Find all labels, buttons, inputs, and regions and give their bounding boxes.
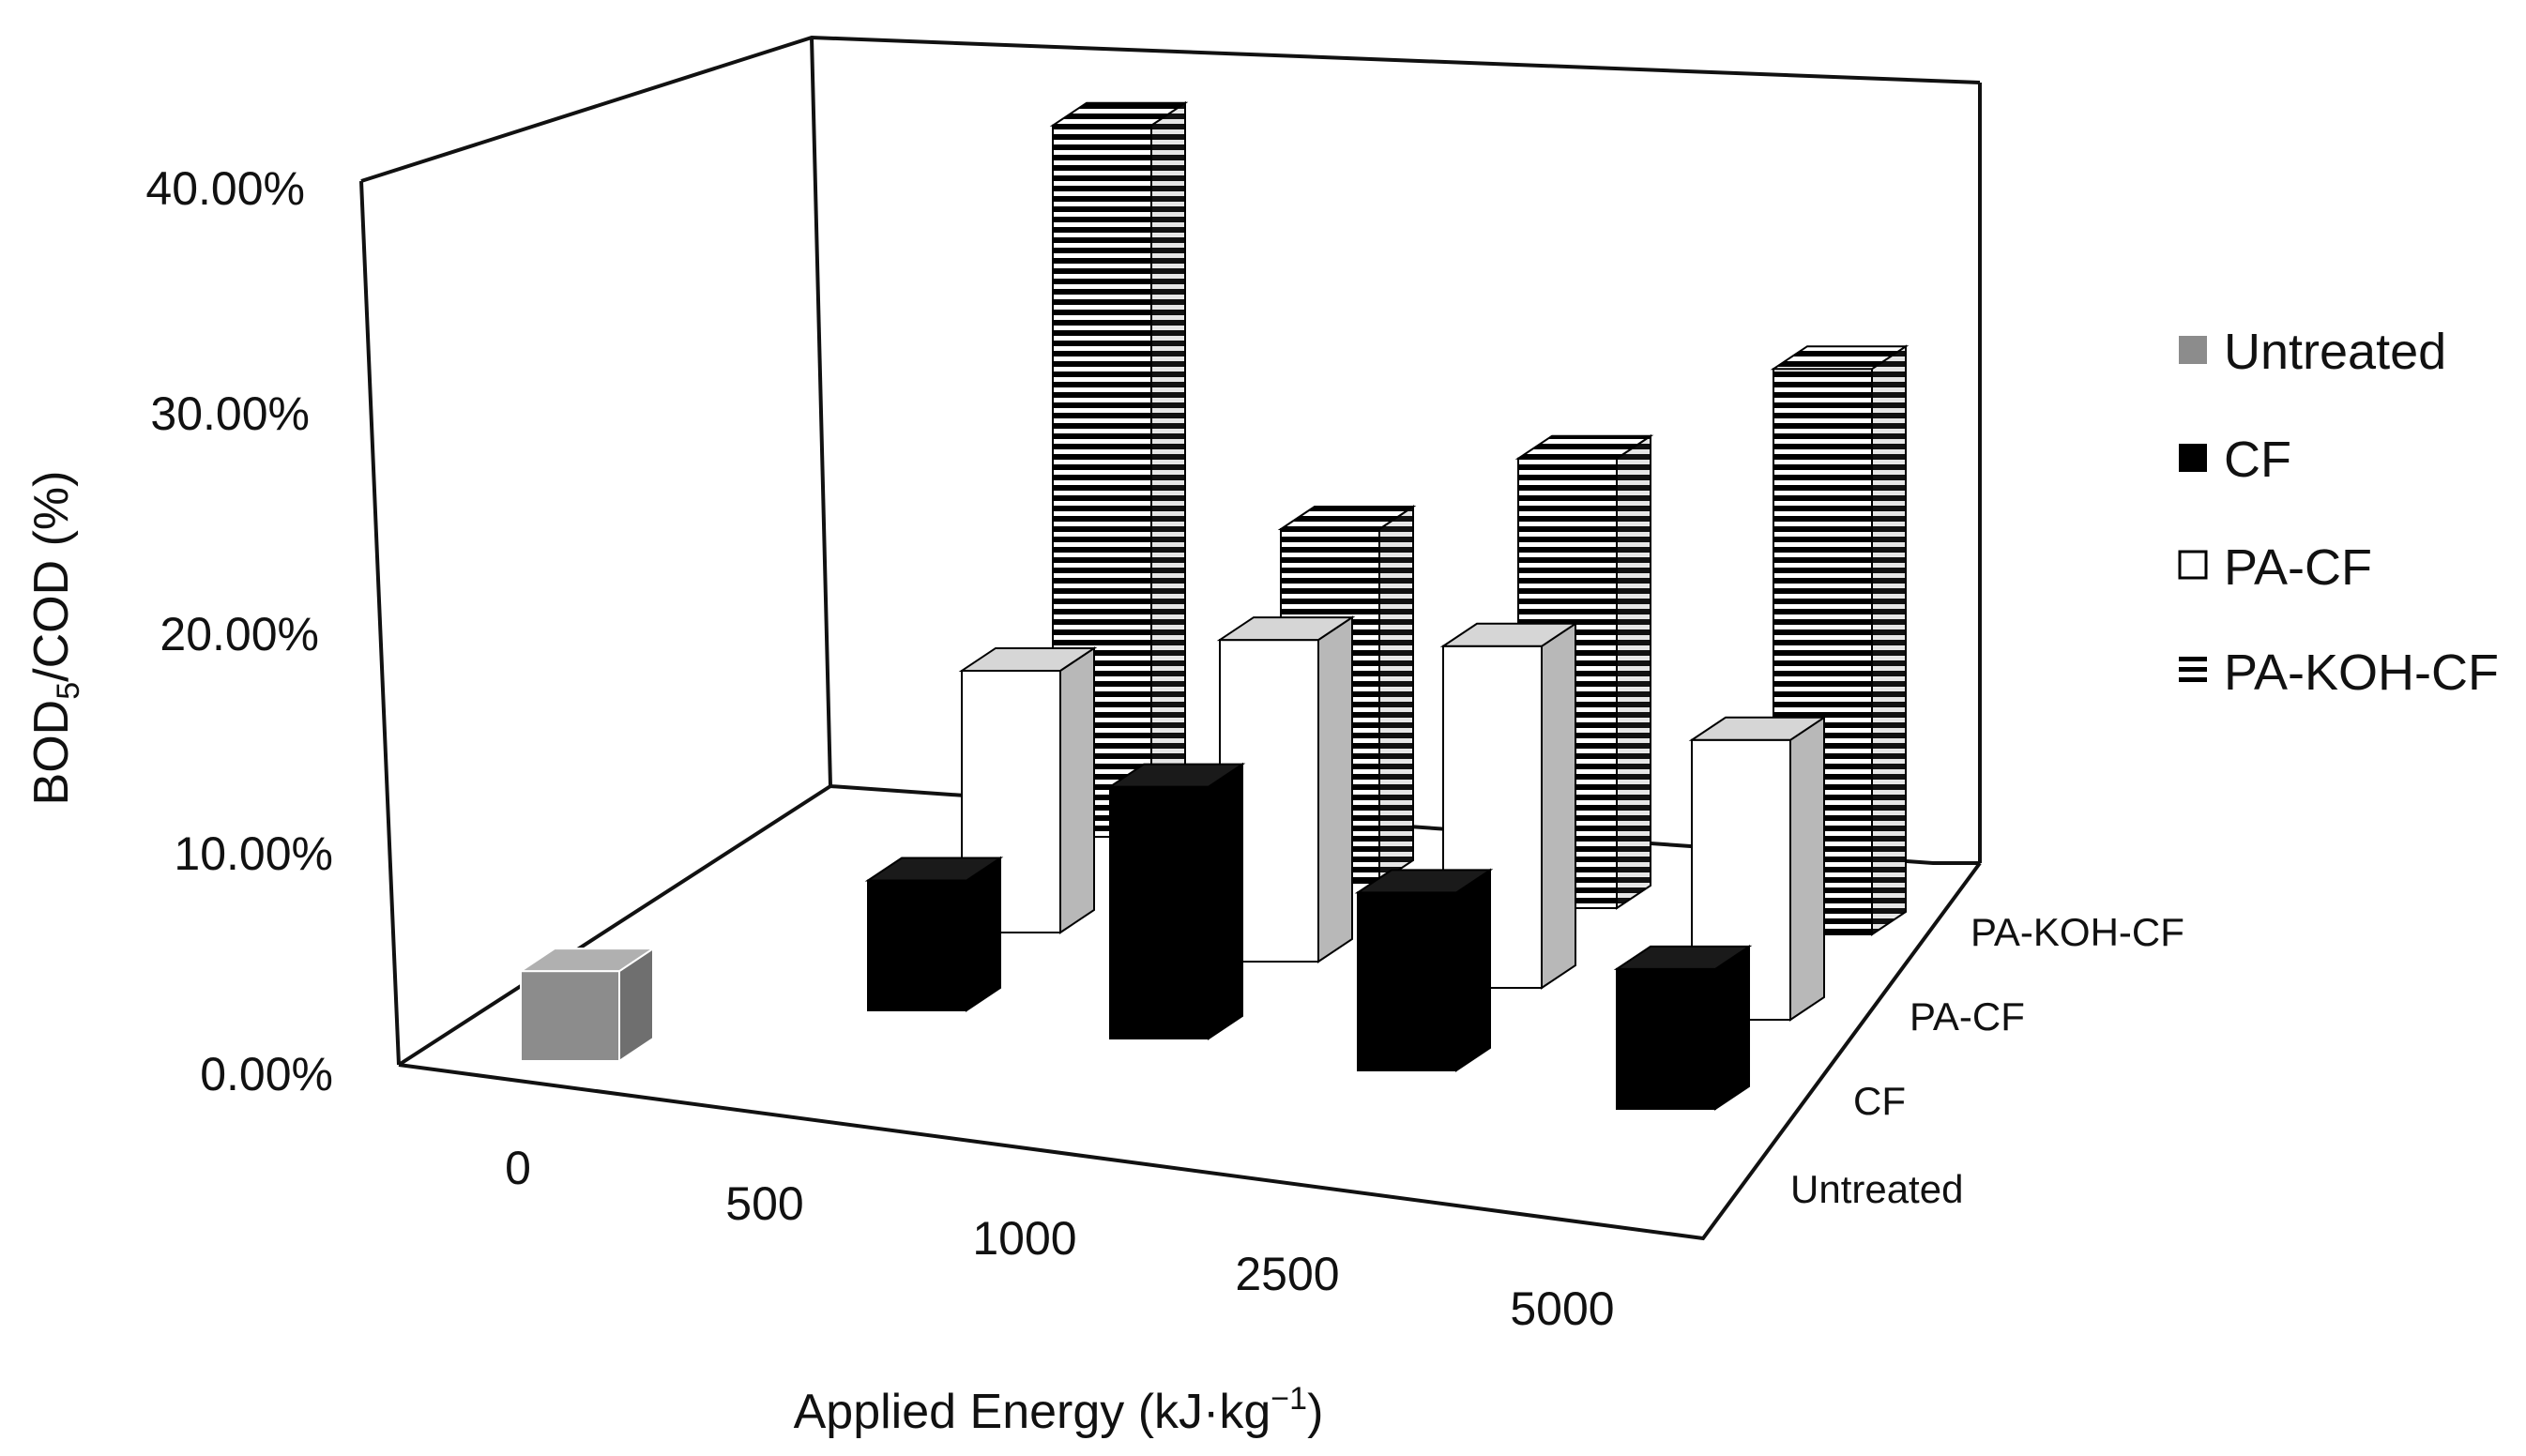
bar-top-face	[1216, 616, 1356, 642]
y-tick-label: 40.00%	[145, 162, 305, 215]
legend-item-pa-koh-cf: PA-KOH-CF	[2179, 645, 2499, 701]
bar-top-face	[1439, 622, 1579, 647]
bar-top-face	[1688, 716, 1828, 741]
x-axis-label: Applied Energy (kJ·kg−1)	[794, 1381, 1324, 1439]
bar-side-face	[1378, 505, 1414, 885]
bar-side-face	[1714, 945, 1750, 1111]
bar-side-face	[1150, 100, 1186, 839]
y-tick-label: 10.00%	[174, 827, 333, 880]
legend-label: PA-CF	[2224, 539, 2372, 596]
legend-label: PA-KOH-CF	[2224, 645, 2499, 701]
bar-cf-2500	[1354, 868, 1494, 1072]
bar-front-face	[1109, 785, 1210, 1039]
depth-tick-label: PA-CF	[1910, 994, 2025, 1039]
bar-side-face	[1616, 433, 1651, 910]
legend-item-pa-cf: PA-CF	[2178, 539, 2372, 596]
x-tick-label: 5000	[1510, 1282, 1614, 1335]
y-tick-label: 20.00%	[160, 608, 319, 660]
bar-side-face	[1871, 344, 1907, 936]
bar-top-face	[1049, 101, 1189, 127]
legend-swatch-black	[2179, 444, 2207, 472]
y-tick-label: 0.00%	[200, 1048, 333, 1100]
legend-item-untreated: Untreated	[2179, 324, 2446, 380]
bar-side-face	[1789, 715, 1825, 1022]
legend: Untreated CF PA-CF PA-KOH-CF	[2178, 324, 2499, 701]
bar-top-face	[864, 857, 1004, 882]
bar-front-face	[867, 879, 967, 1011]
legend-label: Untreated	[2224, 324, 2446, 380]
y-axis-label: BOD5/COD (%)	[24, 471, 86, 806]
bar-cf-1000	[1106, 762, 1246, 1040]
bar-front-face	[1616, 967, 1716, 1110]
legend-swatch-gray	[2179, 336, 2207, 364]
x-axis: 0 500 1000 2500 5000	[505, 1142, 1615, 1335]
bar-untreated-0	[517, 947, 657, 1063]
x-tick-label: 500	[725, 1177, 803, 1230]
bars-group	[517, 100, 1910, 1111]
legend-label: CF	[2224, 432, 2291, 488]
bar-front-face	[1357, 891, 1457, 1071]
x-tick-label: 2500	[1235, 1248, 1339, 1300]
bar-top-face	[1354, 869, 1494, 894]
bar-side-face	[1541, 621, 1576, 990]
bar-cf-5000	[1613, 945, 1753, 1111]
x-tick-label: 1000	[972, 1212, 1076, 1265]
bar-pa-cf-1000	[1216, 615, 1356, 963]
legend-swatch-white	[2178, 550, 2208, 580]
bar-side-face	[1455, 868, 1491, 1072]
bar-side-face	[966, 856, 1001, 1012]
depth-tick-label: Untreated	[1790, 1167, 1963, 1211]
bar-top-face	[958, 646, 1098, 672]
bar-side-face	[1208, 762, 1243, 1040]
depth-tick-label: PA-KOH-CF	[1971, 910, 2184, 954]
bar-side-face	[1059, 646, 1095, 934]
bar-front-face	[520, 970, 620, 1062]
chart-frame	[359, 35, 1982, 1241]
depth-axis: Untreated CF PA-CF PA-KOH-CF	[1790, 910, 2184, 1211]
x-tick-label: 0	[505, 1142, 531, 1194]
depth-tick-label: CF	[1853, 1079, 1906, 1123]
bar-top-face	[1277, 505, 1417, 530]
bar-cf-500	[864, 856, 1004, 1012]
bar-side-face	[1317, 615, 1353, 963]
bar-top-face	[1613, 945, 1753, 970]
y-axis: 0.00% 10.00% 20.00% 30.00% 40.00%	[145, 162, 333, 1100]
bar-top-face	[1514, 434, 1654, 460]
bar-top-face	[1770, 345, 1910, 371]
y-tick-label: 30.00%	[150, 387, 310, 440]
bar-top-face	[1106, 763, 1246, 788]
legend-item-cf: CF	[2179, 432, 2291, 488]
bar-top-face	[517, 948, 657, 973]
